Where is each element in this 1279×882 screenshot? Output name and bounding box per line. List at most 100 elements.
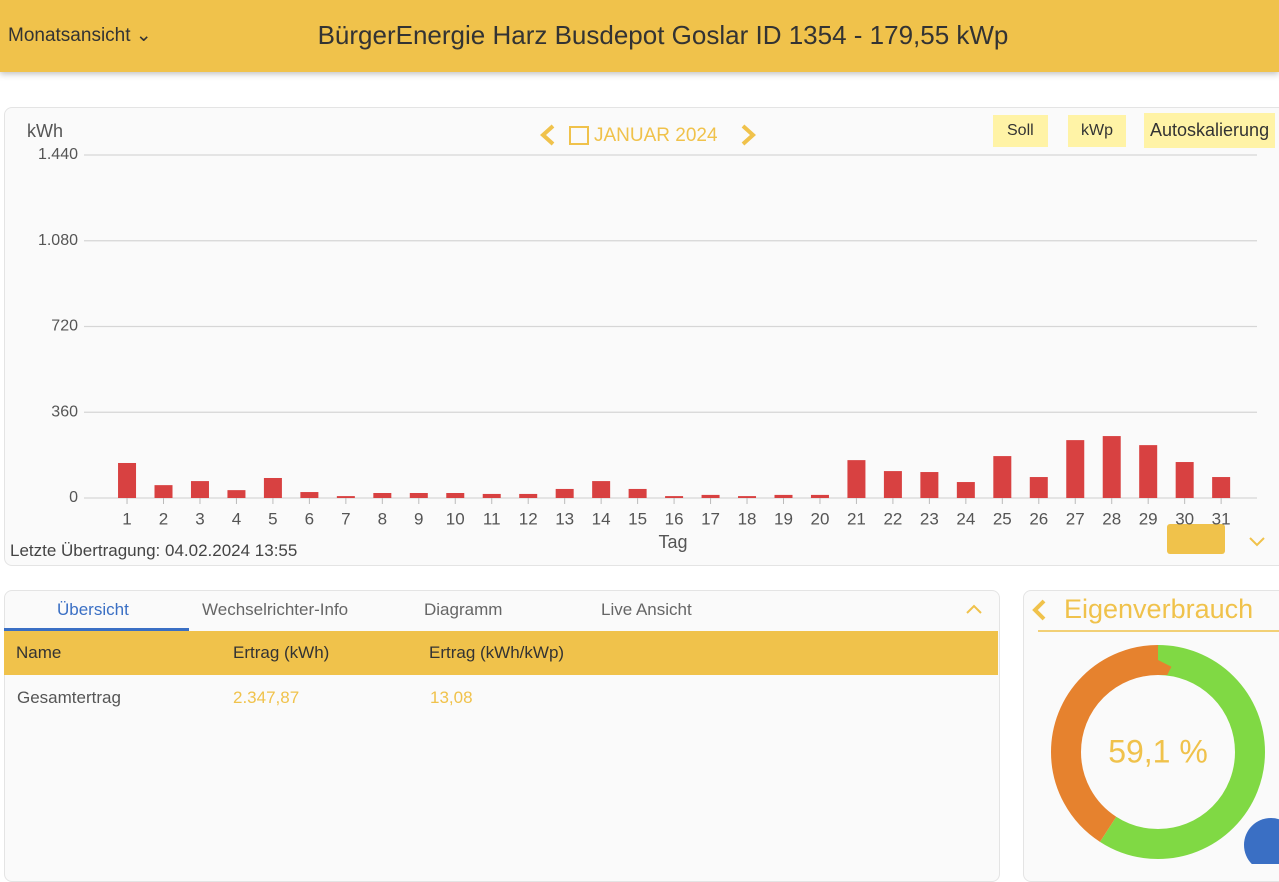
y-tick-label: 0: [69, 489, 78, 506]
x-tick-label: 19: [774, 509, 793, 528]
x-tick-label: 23: [920, 509, 939, 528]
cell: Gesamtertrag: [17, 688, 121, 707]
autoscale-button[interactable]: Autoskalierung: [1144, 113, 1276, 148]
tab-indicator: [4, 628, 189, 631]
donut-center-label: 59,1 %: [1108, 733, 1208, 769]
x-tick-label: 30: [1175, 509, 1194, 528]
tab[interactable]: Diagramm: [424, 600, 503, 619]
y-tick-label: 360: [51, 403, 78, 420]
x-tick-label: 25: [993, 509, 1012, 528]
x-tick-label: 8: [378, 509, 387, 528]
tab[interactable]: Wechselrichter-Info: [202, 600, 349, 619]
x-tick-label: 15: [628, 509, 647, 528]
bar: [628, 488, 647, 498]
x-tick-label: 7: [341, 509, 350, 528]
x-tick-label: 2: [159, 509, 168, 528]
bar: [1212, 477, 1231, 498]
bar: [263, 477, 282, 498]
bar: [1029, 477, 1048, 498]
tab[interactable]: Live Ansicht: [601, 600, 692, 619]
x-tick-label: 29: [1139, 509, 1158, 528]
collapse-icon[interactable]: [966, 604, 982, 614]
soll-button[interactable]: Soll: [993, 115, 1048, 147]
cell: 2.347,87: [233, 688, 300, 707]
bar: [154, 485, 173, 498]
bar: [701, 494, 720, 498]
view-selector-label: Monatsansicht: [8, 25, 131, 46]
y-tick-label: 1.080: [38, 232, 78, 249]
donut-title: Eigenverbrauch: [1064, 594, 1253, 624]
bar: [665, 496, 684, 498]
x-tick-label: 26: [1029, 509, 1048, 528]
bar: [1066, 440, 1085, 498]
bar: [993, 456, 1012, 498]
expand-icon[interactable]: [1249, 537, 1265, 547]
bar: [373, 492, 392, 498]
bar: [956, 482, 975, 498]
y-axis-label: kWh: [27, 121, 63, 141]
kwp-button[interactable]: kWp: [1068, 115, 1126, 147]
bar: [847, 460, 866, 498]
x-tick-label: 4: [232, 509, 241, 528]
column-header: Name: [16, 643, 62, 662]
x-tick-label: 17: [701, 509, 720, 528]
x-tick-label: 22: [883, 509, 902, 528]
view-selector[interactable]: Monatsansicht ⌄: [8, 25, 152, 46]
header: Monatsansicht ⌄ BürgerEnergie Harz Busde…: [0, 0, 1279, 72]
cell: 13,08: [430, 688, 473, 707]
table-header: [4, 631, 998, 675]
prev-donut[interactable]: [1032, 599, 1046, 621]
charts: kWh Tag JANUAR 2024 Eigenverbrauch 0 360 7…: [27, 121, 1279, 864]
x-tick-label: 28: [1102, 509, 1121, 528]
x-tick-label: 12: [519, 509, 538, 528]
x-axis-label: Tag: [658, 532, 687, 552]
bar: [336, 496, 355, 498]
bar: [190, 481, 209, 498]
fab-button[interactable]: [1244, 818, 1279, 864]
bar: [1139, 445, 1158, 498]
bar: [118, 462, 137, 498]
x-tick-label: 18: [738, 509, 757, 528]
header-title: BürgerEnergie Harz Busdepot Goslar ID 13…: [317, 20, 1009, 50]
x-tick-label: 13: [555, 509, 574, 528]
x-tick-label: 1: [122, 509, 131, 528]
period-label: JANUAR 2024: [594, 125, 718, 146]
prev-month[interactable]: [540, 124, 555, 146]
bar: [482, 493, 501, 498]
x-tick-label: 20: [811, 509, 830, 528]
x-tick-label: 3: [195, 509, 204, 528]
x-tick-label: 9: [414, 509, 423, 528]
bar: [883, 471, 902, 498]
calendar-icon: [569, 126, 589, 145]
x-tick-label: 24: [956, 509, 975, 528]
bar: [409, 492, 428, 498]
column-header: Ertrag (kWh/kWp): [429, 643, 565, 662]
y-tick-label: 1.440: [38, 146, 78, 163]
bar: [592, 481, 611, 498]
x-tick-label: 11: [483, 509, 501, 528]
bar: [810, 494, 829, 498]
bar: [774, 494, 793, 498]
x-tick-label: 16: [665, 509, 684, 528]
tab[interactable]: Übersicht: [57, 600, 129, 619]
bar: [1102, 436, 1121, 498]
bar: [300, 492, 319, 498]
bar: [227, 490, 246, 498]
x-tick-label: 10: [446, 509, 465, 528]
x-tick-label: 21: [847, 509, 866, 528]
column-header: Ertrag (kWh): [233, 643, 330, 662]
x-tick-label: 6: [305, 509, 314, 528]
x-tick-label: 5: [268, 509, 277, 528]
x-tick-label: 14: [592, 509, 611, 528]
bar: [920, 472, 939, 498]
donut-segment: [1051, 645, 1265, 859]
x-tick-label: 27: [1066, 509, 1085, 528]
bar: [555, 488, 574, 498]
x-tick-label: 31: [1212, 509, 1231, 528]
bar: [519, 493, 538, 498]
last-transfer: Letzte Übertragung: 04.02.2024 13:55: [10, 541, 298, 560]
next-month[interactable]: [741, 124, 756, 146]
export-button[interactable]: [1167, 524, 1225, 554]
y-tick-label: 720: [51, 318, 78, 335]
